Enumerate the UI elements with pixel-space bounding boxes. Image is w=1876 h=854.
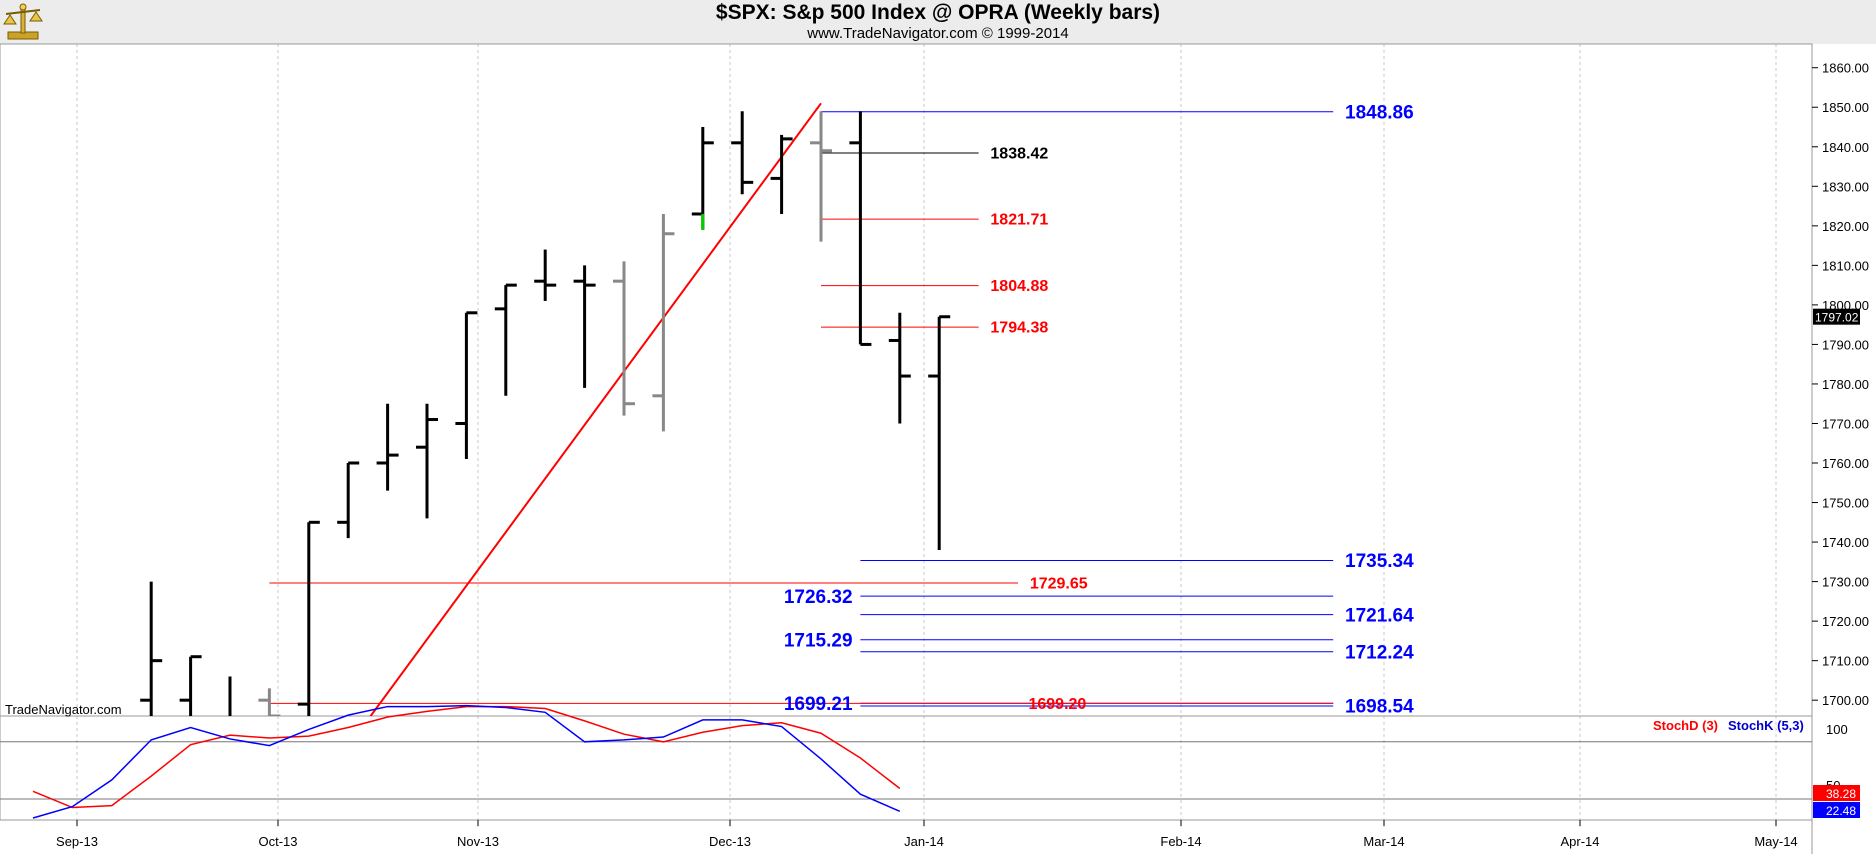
- x-tick-label: Apr-14: [1560, 834, 1599, 849]
- level-label: 1848.86: [1345, 102, 1414, 123]
- x-tick-label: Jan-14: [904, 834, 944, 849]
- ohlc-bar: [179, 655, 202, 716]
- trendline: [369, 102, 822, 716]
- ohlc-bars: [140, 111, 951, 716]
- ohlc-bar: [534, 249, 557, 301]
- gold-balance-scale-icon: [3, 3, 43, 40]
- x-tick-label: Nov-13: [457, 834, 499, 849]
- stoch-d-line: [32, 705, 901, 809]
- ohlc-bar: [849, 111, 872, 346]
- ohlc-bar: [376, 403, 399, 491]
- price-tick-label: 1860.00: [1822, 61, 1869, 76]
- ohlc-bar: [928, 315, 951, 550]
- price-tick-label: 1820.00: [1822, 219, 1869, 234]
- level-label: 1699.21: [784, 694, 853, 715]
- level-label: 1838.42: [990, 146, 1048, 163]
- level-lines: [269, 111, 1334, 707]
- level-label: 1698.54: [1345, 697, 1414, 718]
- price-tick-label: 1850.00: [1822, 100, 1869, 115]
- ohlc-bar: [455, 311, 478, 460]
- level-label: 1804.88: [990, 278, 1048, 295]
- chart-subtitle: www.TradeNavigator.com © 1999-2014: [807, 25, 1069, 42]
- price-tick-label: 1720.00: [1822, 614, 1869, 629]
- price-tick-label: 1830.00: [1822, 179, 1869, 194]
- x-tick-label: Dec-13: [709, 834, 751, 849]
- stoch-k-line: [32, 704, 901, 819]
- price-tick-label: 1780.00: [1822, 377, 1869, 392]
- level-label: 1726.32: [784, 587, 853, 608]
- level-labels: 1848.86 1838.42 1821.71 1804.88 1794.38 1735.…: [784, 102, 1414, 717]
- ohlc-bar: [731, 111, 754, 195]
- level-label: 1721.64: [1345, 605, 1414, 626]
- x-tick-label: Sep-13: [56, 834, 98, 849]
- ohlc-bar: [140, 581, 163, 716]
- ohlc-bar: [228, 676, 232, 716]
- price-tick-label: 1750.00: [1822, 496, 1869, 511]
- stoch-d-value: 38.28: [1826, 787, 1856, 801]
- price-tick-label: 1840.00: [1822, 140, 1869, 155]
- price-tick-label: 1770.00: [1822, 416, 1869, 431]
- stoch-k-value-box: [1813, 802, 1860, 818]
- watermark-text: TradeNavigator.com: [5, 702, 122, 717]
- chart-header: $SPX: S&p 500 Index @ OPRA (Weekly bars)…: [0, 0, 1876, 44]
- price-tick-label: 1790.00: [1822, 337, 1869, 352]
- ohlc-bar: [613, 261, 635, 416]
- level-label: 1715.29: [784, 630, 853, 651]
- level-label: 1729.65: [1030, 576, 1088, 593]
- ohlc-bar: [297, 520, 320, 716]
- ohlc-bar: [691, 127, 714, 230]
- x-tick-label: Mar-14: [1363, 834, 1404, 849]
- stoch-d-legend: StochD (3): [1653, 718, 1718, 733]
- ohlc-bar: [652, 213, 675, 432]
- level-label: 1735.34: [1345, 551, 1414, 572]
- ohlc-bar: [810, 111, 832, 242]
- x-tick-label: May-14: [1754, 834, 1797, 849]
- level-label: 1712.24: [1345, 642, 1414, 663]
- price-tick-label: 1710.00: [1822, 654, 1869, 669]
- last-price-label: 1797.02: [1815, 311, 1859, 325]
- date-axis: Sep-13 Oct-13 Nov-13 Dec-13 Jan-14 Feb-14 Mar-…: [56, 820, 1798, 849]
- level-label: 1699.20: [1028, 696, 1086, 713]
- stoch-k-legend: StochK (5,3): [1728, 718, 1804, 733]
- price-tick-label: 1760.00: [1822, 456, 1869, 471]
- price-tick-label: 1740.00: [1822, 535, 1869, 550]
- ohlc-bar: [888, 312, 911, 424]
- stoch-k-value: 22.48: [1826, 804, 1856, 818]
- ohlc-bar: [416, 403, 438, 519]
- trendline-layer: [369, 102, 822, 716]
- price-tick-label: 1730.00: [1822, 575, 1869, 590]
- x-tick-label: Feb-14: [1160, 834, 1201, 849]
- ohlc-bar: [494, 283, 517, 396]
- price-axis: 1700.00 1710.00 1720.00 1730.00 1740.00 1750.…: [1812, 61, 1869, 708]
- ohlc-bar: [258, 688, 281, 716]
- last-price-box: [1813, 308, 1860, 325]
- price-tick-label: 1700.00: [1822, 693, 1869, 708]
- stoch-tick-label: 100: [1826, 722, 1848, 737]
- level-label: 1794.38: [990, 320, 1048, 337]
- ohlc-bar: [337, 461, 360, 539]
- level-label: 1821.71: [990, 212, 1048, 229]
- price-tick-label: 1810.00: [1822, 258, 1869, 273]
- stoch-d-value-box: [1813, 785, 1860, 801]
- x-tick-label: Oct-13: [258, 834, 297, 849]
- vertical-gridlines: [76, 44, 1777, 830]
- ohlc-bar: [770, 134, 793, 214]
- ohlc-bar: [573, 265, 596, 388]
- chart-title: $SPX: S&p 500 Index @ OPRA (Weekly bars): [715, 1, 1161, 24]
